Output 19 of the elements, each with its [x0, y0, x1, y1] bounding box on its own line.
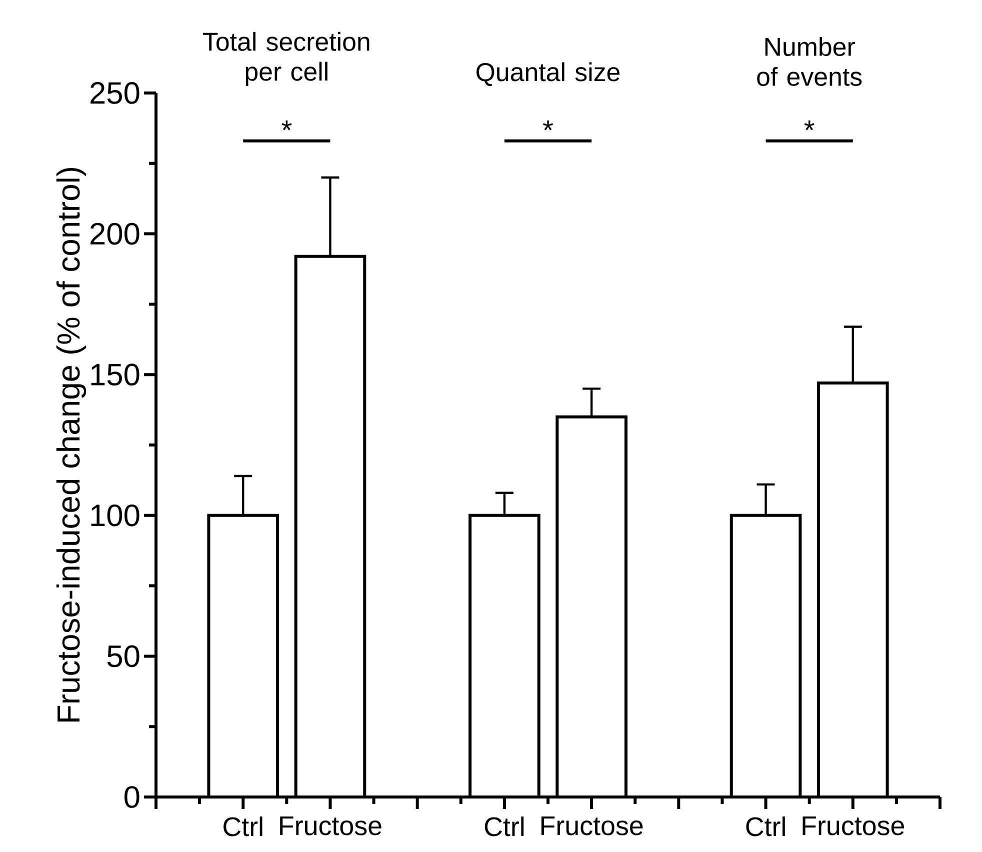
- y-tick-label: 100: [91, 504, 140, 526]
- x-tick-label: Fructose: [280, 816, 382, 836]
- y-tick-label: 50: [107, 645, 140, 668]
- y-tick-label: 250: [90, 82, 140, 104]
- annotation: *: [543, 120, 553, 130]
- annotation: *: [282, 120, 292, 130]
- y-tick-label: 150: [91, 364, 140, 386]
- x-tick-label: Ctrl: [224, 816, 262, 836]
- y-axis-title: Fructose-induced change (% of control): [56, 168, 86, 722]
- y-tick-label: 200: [90, 222, 140, 245]
- text: Total secretion per cell: [203, 32, 370, 86]
- x-tick-label: Fructose: [541, 816, 643, 836]
- x-tick-label: Ctrl: [484, 816, 524, 836]
- text: Number of events: [757, 37, 862, 86]
- x-tick-label: Fructose: [802, 816, 904, 836]
- y-tick-label: 0: [124, 786, 140, 808]
- x-tick-label: Ctrl: [746, 816, 785, 836]
- text: Quantal size: [476, 62, 620, 86]
- annotation: *: [804, 120, 814, 130]
